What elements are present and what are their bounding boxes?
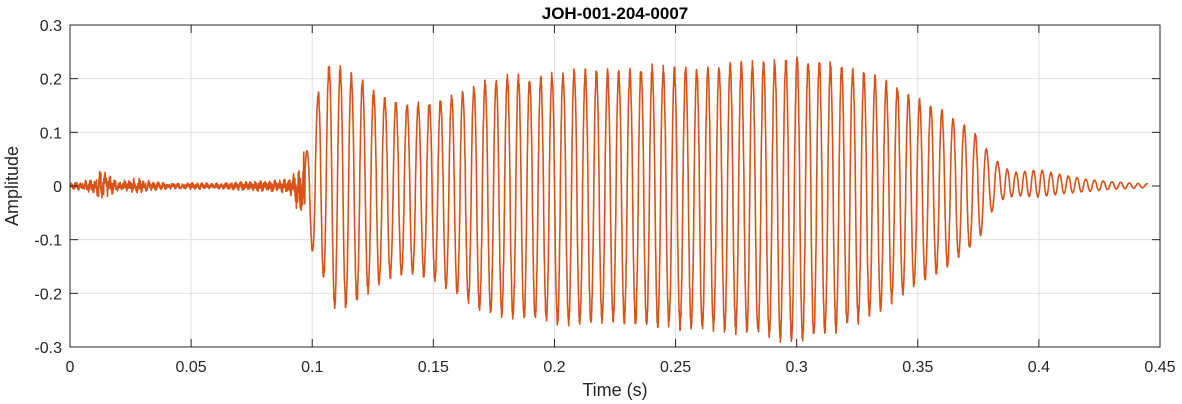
x-tick-label: 0.05 xyxy=(176,359,207,376)
x-tick-label: 0.35 xyxy=(902,359,933,376)
x-axis-label: Time (s) xyxy=(582,380,647,400)
signal-line xyxy=(70,56,1149,343)
x-tick-label: 0.2 xyxy=(543,359,565,376)
y-tick-label: 0 xyxy=(53,179,62,196)
chart-title: JOH-001-204-0007 xyxy=(542,4,688,23)
x-tick-label: 0 xyxy=(66,359,75,376)
x-tick-label: 0.25 xyxy=(660,359,691,376)
x-tick-label: 0.15 xyxy=(418,359,449,376)
x-tick-label: 0.45 xyxy=(1144,359,1175,376)
y-tick-labels: -0.3 -0.2 -0.1 0 0.1 0.2 0.3 xyxy=(34,18,62,357)
x-tick-label: 0.4 xyxy=(1028,359,1050,376)
y-axis-label: Amplitude xyxy=(2,146,22,226)
y-tick-label: 0.2 xyxy=(40,72,62,89)
y-tick-label: -0.3 xyxy=(34,340,62,357)
x-tick-labels: 0 0.05 0.1 0.15 0.2 0.25 0.3 0.35 0.4 0.45 xyxy=(66,359,1176,376)
axis-ticks xyxy=(69,24,1161,348)
x-tick-label: 0.1 xyxy=(301,359,323,376)
y-tick-label: 0.3 xyxy=(40,18,62,35)
y-tick-label: -0.2 xyxy=(34,286,62,303)
y-tick-label: 0.1 xyxy=(40,125,62,142)
y-tick-label: -0.1 xyxy=(34,233,62,250)
x-tick-label: 0.3 xyxy=(786,359,808,376)
